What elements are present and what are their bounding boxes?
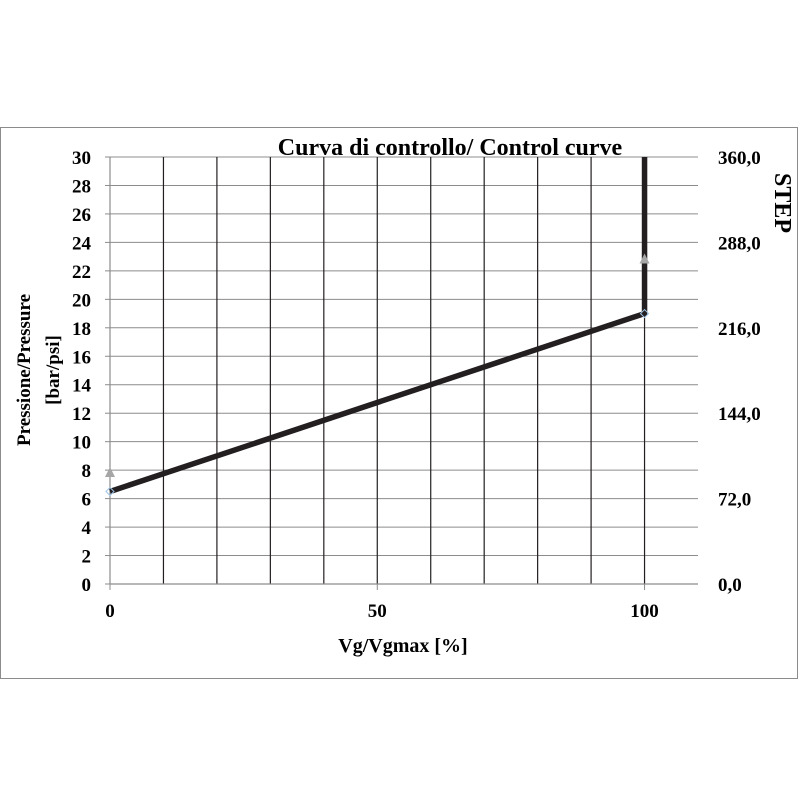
diamond-marker — [105, 486, 115, 497]
y2-tick-label: 288,0 — [718, 233, 761, 254]
chart-title: Curva di controllo/ Control curve — [278, 135, 623, 161]
y-tick-label: 16 — [72, 347, 91, 368]
y-tick-label: 6 — [82, 490, 92, 511]
diamond-marker — [639, 308, 650, 319]
y-tick-label: 0 — [82, 575, 92, 596]
y-tick-label: 30 — [72, 148, 91, 169]
control-curve-line — [109, 157, 648, 495]
y-tick-label: 2 — [82, 547, 92, 568]
markers — [105, 253, 650, 497]
y-tick-label: 10 — [72, 433, 91, 454]
x-axis-title: Vg/Vgmax [%] — [338, 635, 467, 657]
y2-tick-label: 144,0 — [718, 404, 761, 425]
x-tick-label: 50 — [368, 601, 387, 622]
y-axis-title-line1: Pressione/Pressure — [14, 294, 35, 446]
y-tick-label: 26 — [72, 205, 91, 226]
y-tick-label: 4 — [82, 518, 92, 539]
x-tick-label: 0 — [105, 601, 115, 622]
series — [109, 157, 648, 495]
y-tick-label: 22 — [72, 262, 91, 283]
y-tick-label: 28 — [72, 176, 91, 197]
y-tick-label: 24 — [72, 233, 92, 254]
y2-tick-label: 72,0 — [718, 490, 751, 511]
y-tick-label: 18 — [72, 319, 91, 340]
y-tick-label: 14 — [72, 376, 92, 397]
y-tick-label: 20 — [72, 290, 91, 311]
y-tick-label: 12 — [72, 404, 91, 425]
y2-tick-label: 0,0 — [718, 575, 742, 596]
x-tick-label: 100 — [630, 601, 659, 622]
triangle-marker — [105, 466, 115, 477]
y-tick-label: 8 — [82, 461, 92, 482]
y2-axis-title: STEP — [769, 173, 795, 233]
axes — [105, 156, 698, 590]
y2-tick-label: 360,0 — [718, 148, 761, 169]
grid — [110, 156, 698, 584]
chart-area — [0, 127, 798, 679]
y-axis-title-line2: [bar/psi] — [43, 335, 64, 405]
triangle-marker — [639, 253, 650, 264]
y2-tick-label: 216,0 — [718, 319, 761, 340]
